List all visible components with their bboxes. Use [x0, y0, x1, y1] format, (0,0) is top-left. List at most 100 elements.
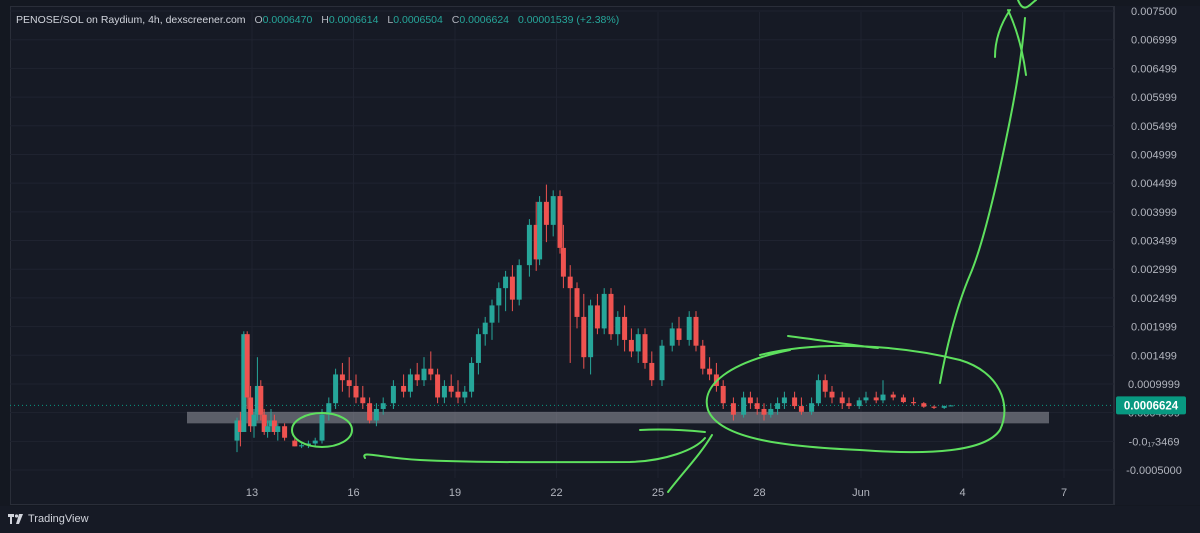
- price-axis[interactable]: [1114, 6, 1200, 505]
- candle: [435, 368, 441, 404]
- candle: [921, 402, 927, 408]
- candle-body: [251, 414, 257, 427]
- candle: [339, 362, 345, 392]
- candle: [676, 316, 682, 346]
- candle: [567, 265, 573, 363]
- candle-body: [543, 201, 549, 225]
- candle: [333, 368, 339, 409]
- open-label: O: [254, 14, 263, 26]
- y-tick-label: 0.006999: [1131, 35, 1177, 47]
- candle-body: [635, 334, 641, 352]
- candle-body: [941, 406, 947, 408]
- x-tick-label: 25: [652, 487, 664, 499]
- candle-body: [659, 345, 665, 381]
- candle: [414, 362, 420, 386]
- candle-body: [401, 385, 407, 392]
- candle: [686, 311, 692, 346]
- candle: [482, 316, 488, 346]
- candle: [533, 201, 539, 271]
- candle: [526, 219, 532, 277]
- candle-body: [747, 397, 753, 404]
- candle-body: [469, 362, 475, 392]
- candle-body: [462, 391, 468, 398]
- candle: [560, 224, 566, 289]
- candle-body: [268, 420, 274, 427]
- candle: [798, 397, 804, 415]
- candle-body: [489, 305, 495, 323]
- candle-body: [839, 397, 845, 404]
- candle: [839, 391, 845, 409]
- symbol-title: PENOSE/SOL on Raydium, 4h, dexscreener.c…: [16, 14, 246, 26]
- candle: [601, 288, 607, 335]
- candle-body: [863, 397, 869, 401]
- candle-body: [669, 328, 675, 346]
- candle: [421, 357, 427, 386]
- candle-body: [856, 400, 862, 407]
- candle-body: [333, 374, 339, 404]
- candle-body: [921, 403, 927, 407]
- candle: [693, 311, 699, 352]
- candle-body: [741, 397, 747, 415]
- x-tick-label: 4: [959, 487, 965, 499]
- candle: [254, 357, 260, 421]
- candle: [237, 411, 243, 447]
- candle-body: [271, 420, 277, 432]
- candle: [509, 265, 515, 312]
- candle: [581, 293, 587, 369]
- candle-body: [574, 288, 580, 317]
- y-tick-label: 0.005999: [1131, 92, 1177, 104]
- candle: [628, 328, 634, 358]
- candle: [931, 405, 937, 409]
- candle: [747, 391, 753, 409]
- candle: [608, 288, 614, 340]
- annotation-upward-arrow: [939, 17, 1026, 384]
- candle-body: [526, 224, 532, 266]
- candle: [594, 293, 600, 335]
- low-value: 0.0006504: [393, 14, 443, 26]
- candle: [669, 322, 675, 352]
- candle-body: [550, 196, 556, 225]
- candle: [880, 380, 886, 404]
- candle: [462, 385, 468, 404]
- candle: [380, 397, 386, 415]
- candle: [781, 391, 787, 409]
- candle-body: [761, 408, 767, 415]
- tradingview-logo[interactable]: TradingView: [8, 513, 89, 525]
- y-tick-label: 0.003999: [1131, 207, 1177, 219]
- candle-body: [581, 316, 587, 358]
- candle-body: [353, 385, 359, 398]
- candle: [649, 351, 655, 386]
- candle-body: [798, 406, 804, 412]
- candle: [815, 374, 821, 407]
- candle-body: [781, 397, 787, 404]
- candle-body: [822, 380, 828, 392]
- y-tick-label: 0.004499: [1131, 178, 1177, 190]
- candle-body: [367, 403, 373, 421]
- candle-body: [254, 385, 260, 415]
- annotation-curve-bottom: [363, 437, 706, 464]
- candle-body: [601, 293, 607, 329]
- candle-body: [346, 380, 352, 386]
- y-tick-label: 0.002999: [1131, 264, 1177, 276]
- candle: [635, 328, 641, 363]
- candle-body: [792, 397, 798, 407]
- footer-bar: [0, 506, 1200, 533]
- candle: [469, 357, 475, 398]
- candle: [557, 190, 563, 254]
- candle-body: [557, 196, 563, 248]
- candle-body: [339, 374, 345, 381]
- hand-drawn-annotations: [291, 0, 1037, 493]
- y-tick-label: 0.001999: [1131, 322, 1177, 334]
- candle-body: [448, 385, 454, 392]
- close-value: 0.0006624: [459, 14, 510, 26]
- candle-body: [720, 385, 726, 404]
- x-tick-label: 22: [550, 487, 562, 499]
- candle: [941, 405, 947, 409]
- candle-body: [537, 201, 543, 260]
- candle-body: [407, 374, 413, 392]
- candle: [516, 259, 522, 306]
- candle: [292, 437, 298, 447]
- candle: [543, 184, 549, 243]
- open-value: 0.0006470: [262, 14, 313, 26]
- candle: [911, 397, 917, 406]
